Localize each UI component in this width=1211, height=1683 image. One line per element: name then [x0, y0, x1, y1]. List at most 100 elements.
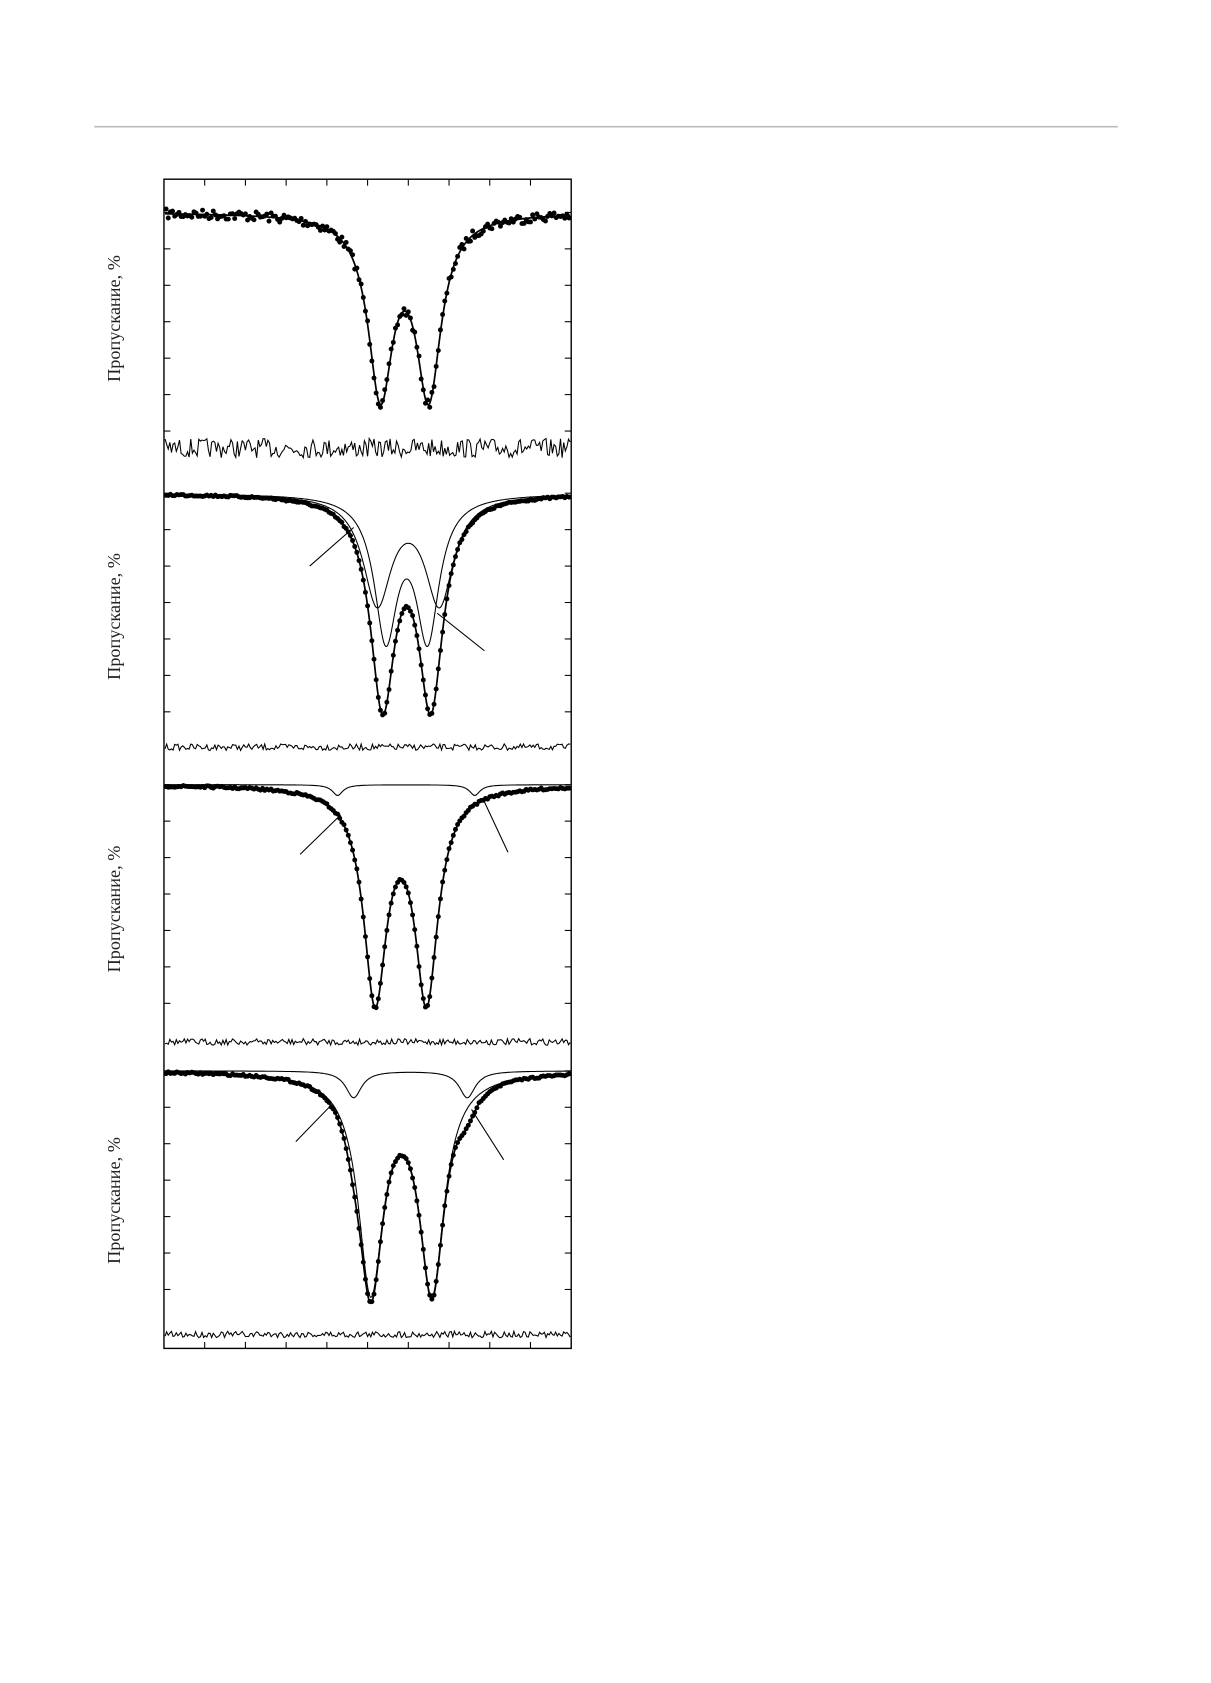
- data-point: [347, 1167, 353, 1173]
- data-point: [384, 927, 390, 933]
- data-point: [566, 785, 572, 791]
- data-point: [459, 242, 465, 247]
- data-point: [437, 1242, 443, 1248]
- data-point: [365, 1291, 371, 1297]
- data-point: [371, 656, 377, 662]
- data-point: [341, 822, 347, 828]
- data-point: [452, 826, 458, 832]
- data-point: [373, 390, 379, 396]
- data-point: [358, 281, 364, 287]
- residual-line: [164, 1036, 571, 1047]
- data-point: [414, 943, 420, 949]
- data-point: [405, 309, 411, 315]
- data-point: [386, 687, 392, 693]
- data-point: [362, 1276, 368, 1282]
- data-point: [388, 668, 394, 674]
- data-point: [465, 1122, 471, 1128]
- data-point: [420, 1246, 426, 1252]
- data-point: [551, 210, 557, 216]
- data-point: [350, 847, 356, 853]
- data-point: [532, 216, 538, 222]
- data-point: [232, 216, 238, 221]
- data-point: [388, 1170, 394, 1176]
- data-point: [427, 1292, 433, 1298]
- data-point: [354, 866, 360, 872]
- data-point: [375, 694, 381, 700]
- data-point: [390, 891, 396, 897]
- data-point: [452, 261, 458, 267]
- data-point: [377, 707, 383, 713]
- data-point: [433, 1278, 439, 1284]
- annotation-line: [299, 814, 342, 855]
- data-point: [251, 217, 257, 223]
- data-point: [416, 964, 422, 970]
- data-point: [352, 857, 358, 863]
- data-point: [442, 612, 448, 617]
- data-point: [350, 537, 356, 543]
- data-point: [352, 544, 358, 549]
- data-point: [375, 996, 381, 1002]
- data-point: [410, 912, 416, 918]
- data-point: [401, 306, 407, 312]
- data-point: [356, 558, 362, 564]
- data-point: [395, 322, 401, 328]
- data-point: [367, 341, 373, 347]
- data-point: [399, 611, 405, 617]
- data-point: [405, 1160, 411, 1166]
- data-point: [347, 840, 353, 846]
- data-point: [566, 494, 572, 500]
- data-point: [204, 211, 210, 217]
- data-point: [354, 1208, 360, 1214]
- data-point: [302, 218, 308, 224]
- data-point: [386, 361, 392, 367]
- data-point: [414, 633, 420, 639]
- data-point: [335, 811, 341, 817]
- data-point: [335, 1115, 341, 1121]
- data-point: [566, 215, 572, 221]
- data-point: [375, 1259, 381, 1264]
- data-point: [412, 927, 418, 933]
- data-point: [350, 252, 356, 258]
- data-point: [431, 701, 437, 707]
- data-point: [392, 884, 398, 890]
- data-point: [386, 912, 392, 918]
- data-point: [431, 1292, 437, 1298]
- component-curve: [165, 1070, 571, 1099]
- data-point: [230, 211, 236, 217]
- figure-frame: [163, 178, 572, 1350]
- data-point: [407, 315, 413, 321]
- data-point: [543, 218, 548, 224]
- data-point: [429, 1296, 435, 1302]
- data-point: [392, 638, 398, 644]
- fit-curve: [165, 1071, 571, 1305]
- data-point: [320, 223, 326, 229]
- data-point: [371, 1291, 377, 1297]
- data-point: [399, 312, 405, 318]
- residual-line: [164, 436, 571, 460]
- data-point: [455, 253, 461, 259]
- data-point: [407, 608, 413, 614]
- data-point: [317, 227, 323, 233]
- data-point: [480, 228, 486, 234]
- data-point: [440, 629, 446, 635]
- data-point: [418, 982, 424, 988]
- data-point: [245, 217, 251, 223]
- data-point: [485, 221, 491, 227]
- data-point: [452, 1145, 458, 1150]
- data-point: [425, 706, 431, 712]
- data-point: [200, 207, 206, 213]
- data-point: [435, 1262, 441, 1267]
- data-point: [416, 646, 422, 652]
- data-point: [401, 879, 407, 885]
- data-point: [407, 900, 413, 906]
- data-point: [350, 1182, 356, 1188]
- data-point: [435, 347, 441, 353]
- data-point: [362, 934, 368, 940]
- data-point: [468, 238, 473, 244]
- data-point: [418, 1229, 424, 1235]
- data-point: [412, 1185, 418, 1191]
- data-point: [358, 1242, 364, 1248]
- data-point: [225, 216, 231, 222]
